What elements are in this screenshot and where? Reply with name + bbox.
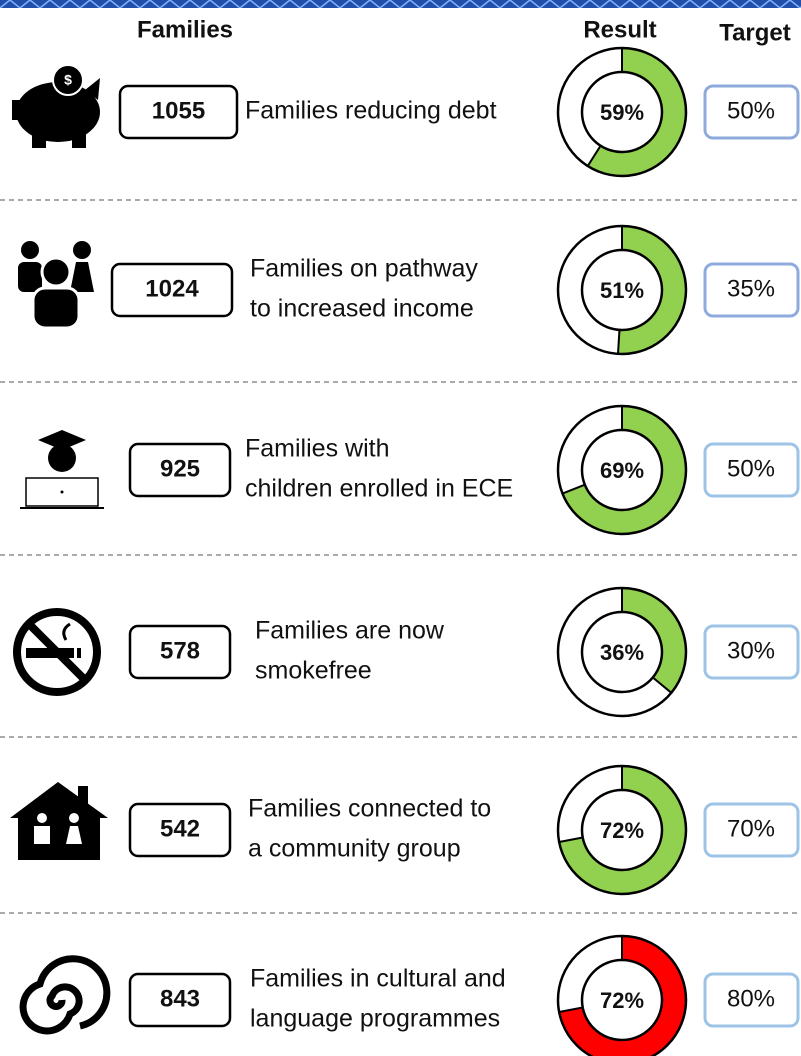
no-smoking-icon	[13, 608, 101, 696]
top-strip	[0, 0, 801, 8]
target: 50%	[727, 455, 775, 482]
header-target: Target	[719, 19, 791, 46]
target: 30%	[727, 637, 775, 664]
graduate-icon	[20, 430, 104, 509]
description: to increased income	[250, 295, 474, 323]
donut-arc	[562, 406, 686, 534]
result-label: 72%	[600, 818, 644, 843]
donut-arc	[621, 588, 686, 693]
target-box	[703, 972, 800, 1028]
description: Families connected to	[248, 795, 491, 823]
donut-arc	[587, 48, 686, 176]
count: 1024	[145, 275, 199, 302]
result-label: 59%	[600, 100, 644, 125]
count: 843	[160, 985, 200, 1012]
result-label: 36%	[600, 640, 644, 665]
koru-icon	[19, 955, 111, 1035]
donut-arc	[559, 766, 686, 894]
description: Families reducing debt	[245, 97, 497, 125]
count: 542	[160, 815, 200, 842]
description: Families on pathway	[250, 255, 478, 283]
target: 80%	[727, 985, 775, 1012]
header-families: Families	[137, 16, 233, 43]
description: Families are now	[255, 617, 445, 645]
donut-edge	[586, 145, 602, 167]
target-box	[703, 84, 800, 140]
description: a community group	[248, 835, 461, 863]
donut-edge	[562, 483, 586, 495]
target-box	[703, 802, 800, 858]
description: children enrolled in ECE	[245, 475, 513, 503]
house-icon	[10, 782, 108, 860]
description: Families in cultural and	[250, 965, 506, 993]
donut-edge	[652, 676, 672, 694]
header-result: Result	[583, 16, 656, 43]
target-box	[703, 624, 800, 680]
result-label: 69%	[600, 458, 644, 483]
target: 35%	[727, 275, 775, 302]
count: 1055	[152, 97, 205, 124]
count: 578	[160, 637, 200, 664]
svg-text:$: $	[64, 72, 72, 88]
count-box	[110, 262, 234, 318]
count-box	[128, 624, 232, 680]
donut-edge	[558, 836, 583, 843]
description: Families with	[245, 435, 389, 463]
result-label: 51%	[600, 278, 644, 303]
description: smokefree	[255, 657, 372, 685]
count-box	[118, 84, 239, 140]
count-box	[128, 802, 232, 858]
target-box	[703, 262, 800, 318]
donut-arc	[559, 936, 686, 1056]
result-label: 72%	[600, 988, 644, 1013]
description: language programmes	[250, 1005, 500, 1033]
target: 70%	[727, 815, 775, 842]
donut-arc	[617, 226, 686, 354]
family-icon	[18, 241, 94, 330]
count: 925	[160, 455, 200, 482]
count-box	[128, 972, 232, 1028]
target: 50%	[727, 97, 775, 124]
piggy-bank-icon: $	[12, 64, 100, 148]
target-box	[703, 442, 800, 498]
donut-edge	[616, 329, 621, 354]
donut-edge	[558, 1006, 583, 1013]
count-box	[128, 442, 232, 498]
